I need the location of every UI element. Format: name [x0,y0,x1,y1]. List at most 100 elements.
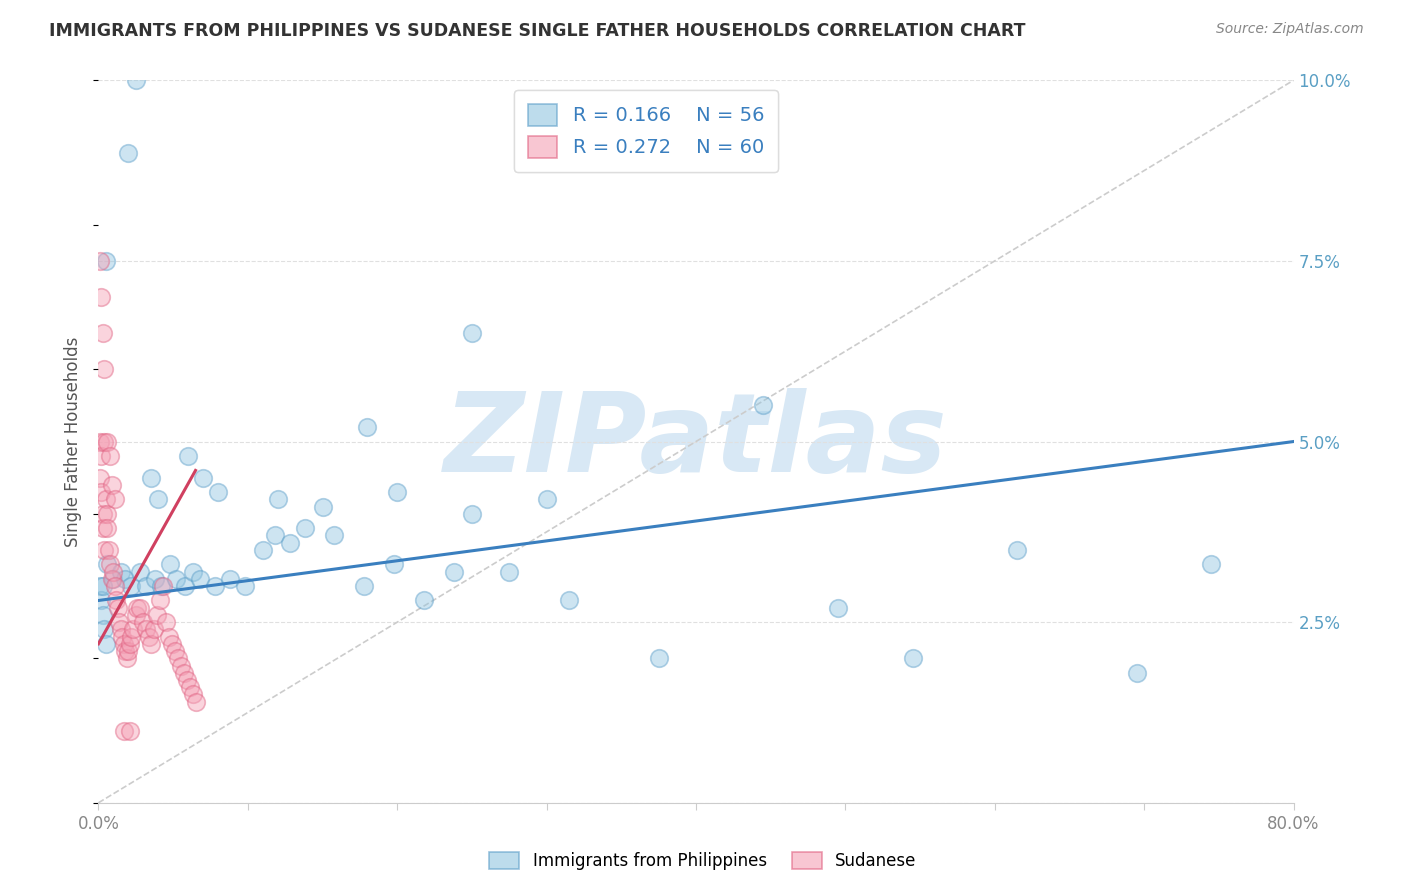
Point [90,290,112,304]
Point [96,507,118,521]
Point [98,558,122,572]
Point [91,579,114,593]
Point [179,680,201,694]
Point [89,254,111,268]
Point [135,623,157,637]
Point [219,572,242,586]
Point [91,326,114,340]
Point [1005,542,1028,557]
Point [204,579,226,593]
Point [89,579,111,593]
Point [132,615,155,630]
Legend: Immigrants from Philippines, Sudanese: Immigrants from Philippines, Sudanese [482,845,924,877]
Point [278,535,301,549]
Point [150,579,173,593]
Point [647,651,669,665]
Point [184,695,207,709]
Point [91,607,114,622]
Point [752,398,775,412]
Point [129,600,152,615]
Point [148,492,170,507]
Point [498,565,520,579]
Point [176,673,198,687]
Point [901,651,924,665]
Point [125,73,148,87]
Y-axis label: Single Father Households: Single Father Households [65,336,83,547]
Point [461,507,484,521]
Point [188,572,211,586]
Point [174,579,197,593]
Point [101,572,124,586]
Legend: R = 0.166    N = 56, R = 0.272    N = 60: R = 0.166 N = 56, R = 0.272 N = 60 [515,90,778,172]
Point [96,521,118,535]
Point [207,485,229,500]
Point [443,565,465,579]
Point [177,449,200,463]
Point [89,434,111,449]
Point [96,434,118,449]
Point [98,449,122,463]
Point [294,521,316,535]
Point [1201,558,1223,572]
Point [139,637,162,651]
Point [94,637,117,651]
Point [104,492,127,507]
Point [121,623,143,637]
Point [125,607,148,622]
Point [93,623,115,637]
Point [233,579,256,593]
Point [90,593,112,607]
Point [94,492,117,507]
Point [117,644,139,658]
Point [94,254,117,268]
Point [356,420,378,434]
Point [97,542,120,557]
Point [382,558,405,572]
Point [160,637,183,651]
Point [155,615,177,630]
Point [323,528,346,542]
Point [110,565,132,579]
Point [142,623,165,637]
Point [413,593,436,607]
Point [536,492,558,507]
Point [135,579,157,593]
Point [104,579,127,593]
Point [191,471,214,485]
Point [173,665,195,680]
Point [149,593,172,607]
Point [152,579,174,593]
Point [114,644,136,658]
Point [91,507,114,521]
Point [112,723,135,738]
Point [93,362,115,376]
Point [91,521,114,535]
Point [1125,665,1147,680]
Point [165,572,187,586]
Point [827,600,849,615]
Point [115,651,138,665]
Point [118,637,141,651]
Point [111,630,134,644]
Point [105,593,128,607]
Point [101,478,124,492]
Point [263,528,285,542]
Point [108,615,131,630]
Point [110,623,132,637]
Point [181,687,204,701]
Point [90,449,112,463]
Point [252,542,274,557]
Point [267,492,290,507]
Point [166,651,188,665]
Point [311,500,333,514]
Point [129,565,152,579]
Point [163,644,186,658]
Point [353,579,375,593]
Point [90,485,112,500]
Point [127,600,149,615]
Point [157,630,180,644]
Point [181,565,204,579]
Point [118,723,141,738]
Point [139,471,162,485]
Point [120,579,142,593]
